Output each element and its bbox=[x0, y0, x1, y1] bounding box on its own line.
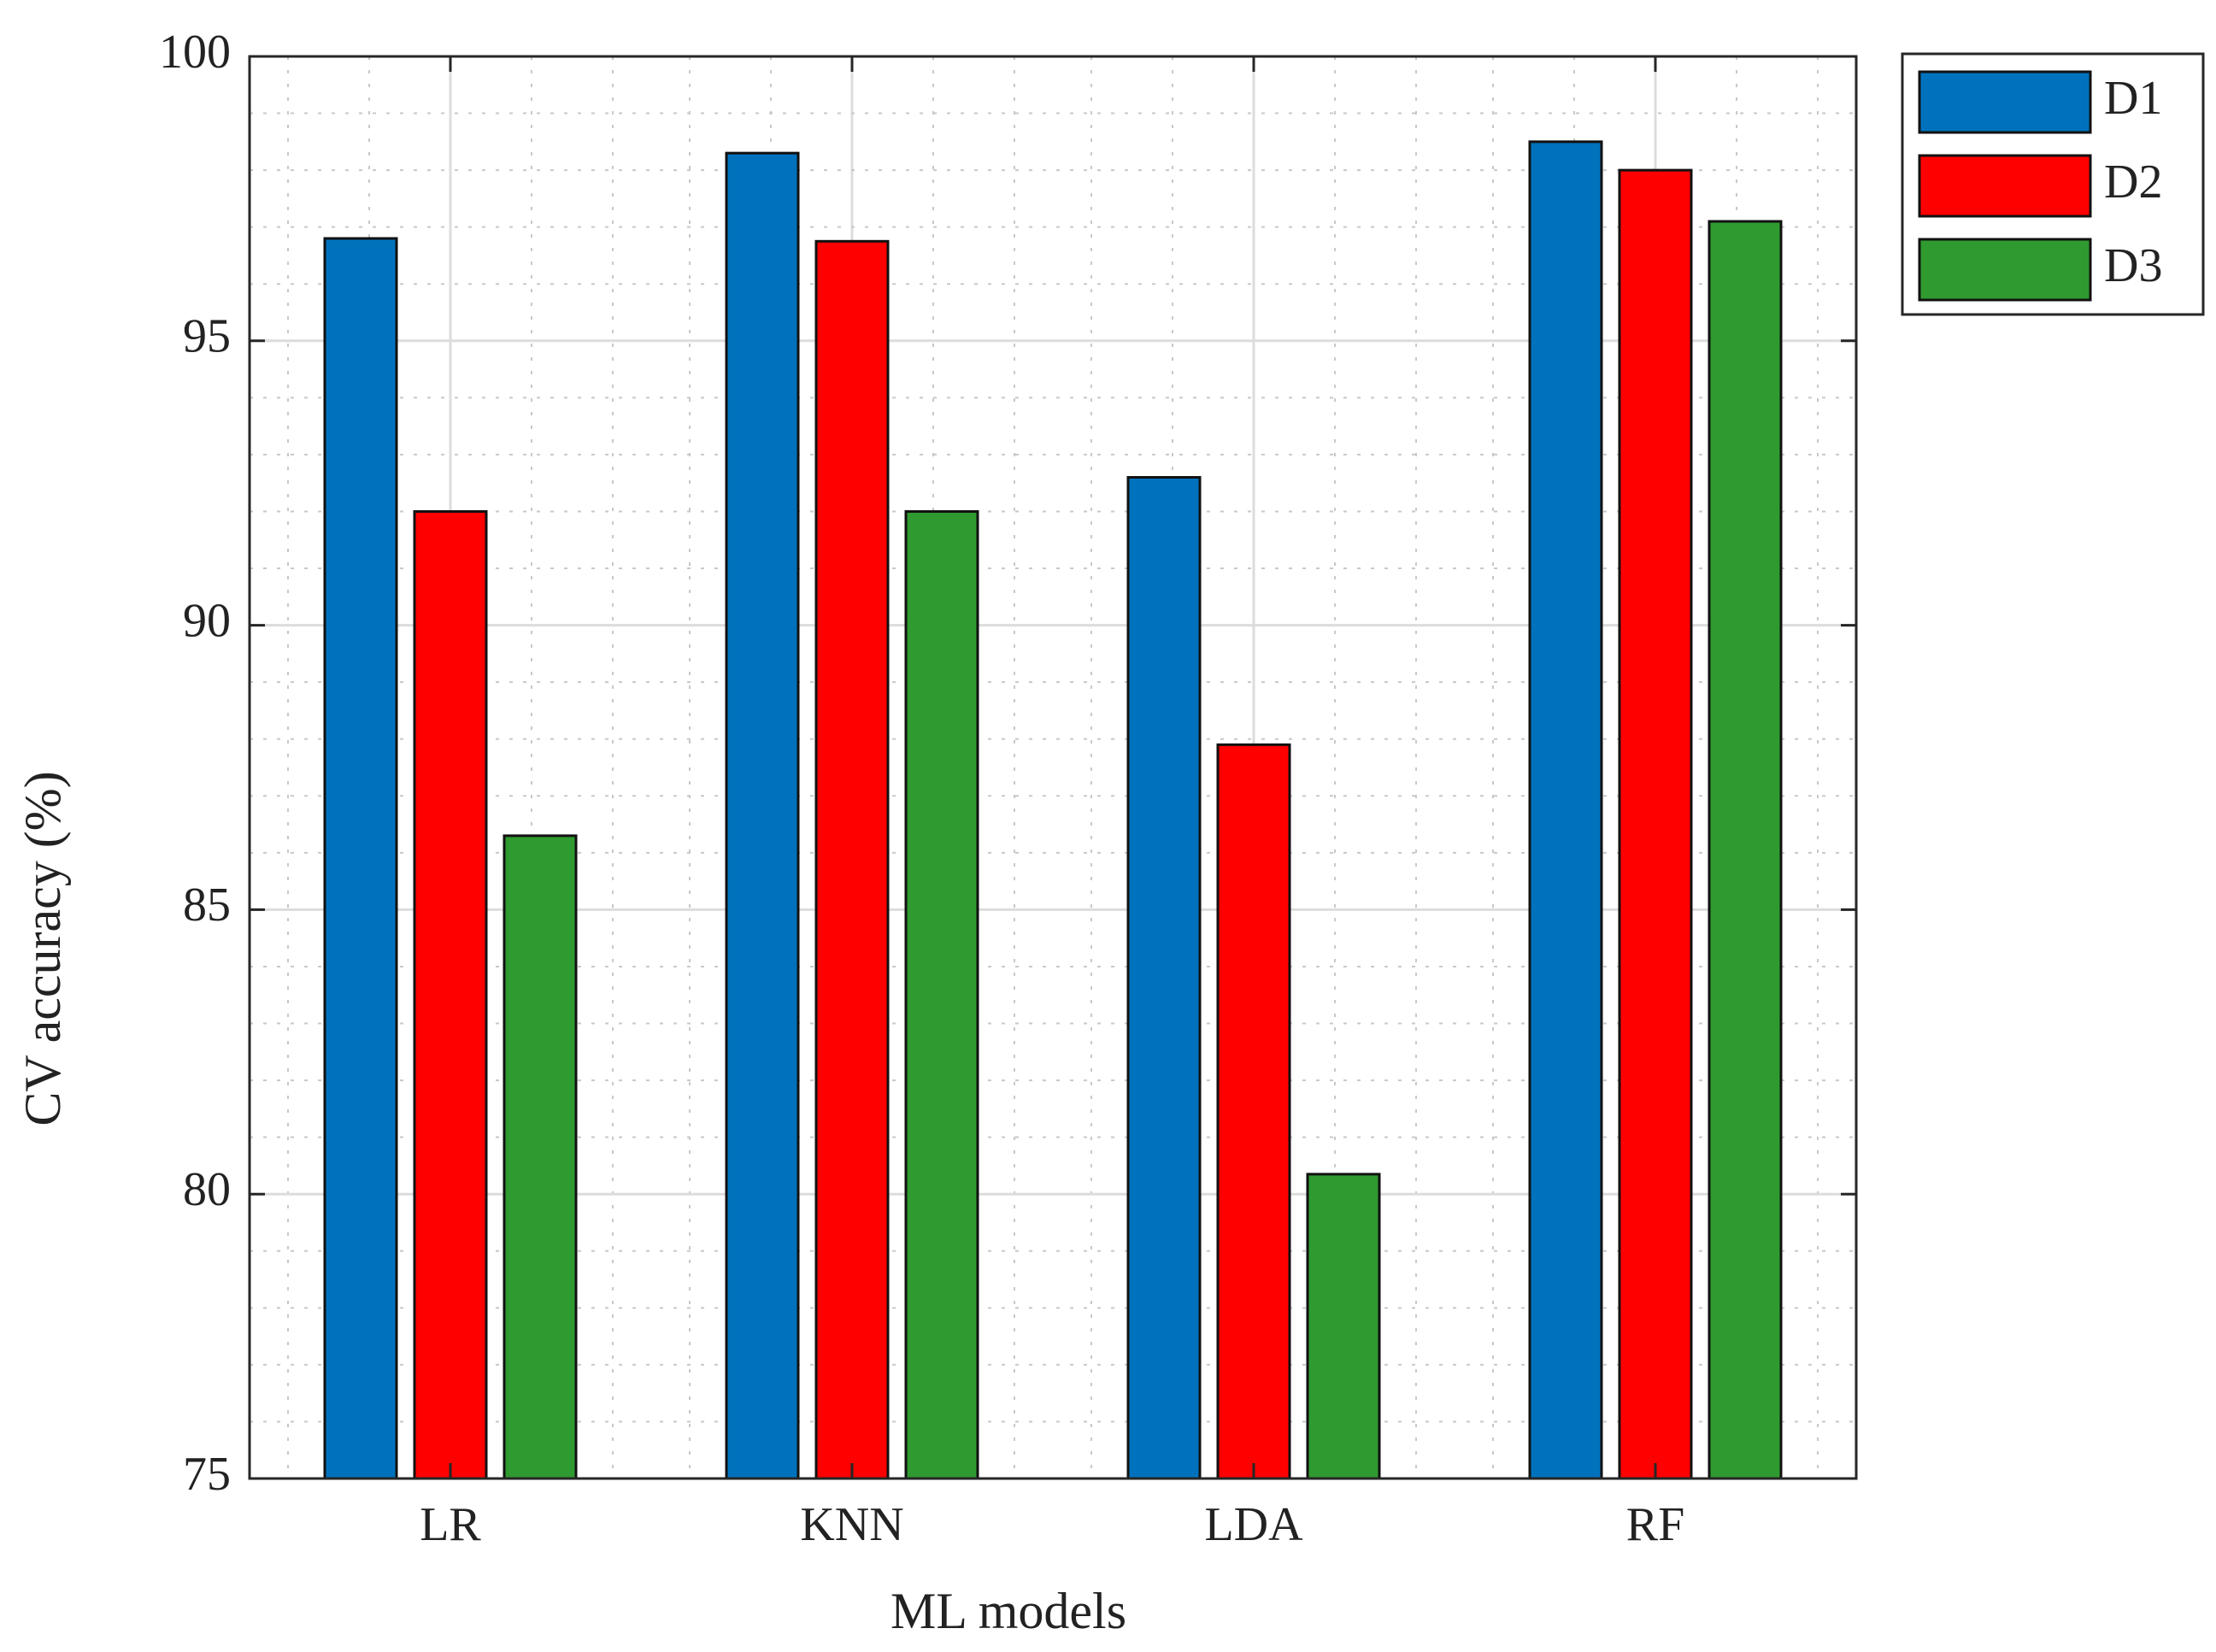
bar-d1-lda bbox=[1126, 476, 1202, 1480]
x-tick-label: LR bbox=[420, 1498, 481, 1551]
y-tick-label: 80 bbox=[183, 1163, 231, 1216]
y-tick-label: 95 bbox=[183, 310, 231, 363]
x-tick-label: KNN bbox=[800, 1498, 903, 1551]
x-axis-ticks: LR KNN LDA RF bbox=[420, 56, 1684, 1551]
bar-d2-lda bbox=[1216, 743, 1291, 1480]
bar-d3-lr bbox=[503, 834, 578, 1480]
bar-d3-rf bbox=[1708, 220, 1783, 1480]
bar-d1-rf bbox=[1528, 140, 1603, 1480]
bars-layer bbox=[323, 140, 1783, 1480]
legend-label-d2: D2 bbox=[2104, 156, 2162, 209]
y-tick-label: 85 bbox=[183, 879, 231, 932]
bar-d1-knn bbox=[725, 151, 800, 1480]
bar-d2-rf bbox=[1618, 168, 1693, 1480]
legend: D1 D2 D3 bbox=[1901, 52, 2205, 316]
bar-d3-lda bbox=[1306, 1173, 1381, 1480]
x-tick-label: RF bbox=[1626, 1498, 1685, 1551]
x-tick-label: LDA bbox=[1204, 1498, 1303, 1551]
y-tick-label: 100 bbox=[159, 26, 231, 79]
x-axis-title: ML models bbox=[891, 1583, 1126, 1639]
plot-frame bbox=[248, 55, 1858, 1480]
legend-label-d1: D1 bbox=[2104, 72, 2162, 125]
legend-swatch-d2 bbox=[1918, 154, 2092, 218]
y-tick-label: 75 bbox=[183, 1448, 231, 1501]
y-axis-ticks: 75 80 85 90 95 100 bbox=[159, 26, 1856, 1501]
legend-swatch-d3 bbox=[1918, 238, 2092, 302]
bar-d1-lr bbox=[323, 237, 398, 1480]
bar-d2-knn bbox=[814, 239, 890, 1480]
y-tick-label: 90 bbox=[183, 594, 231, 647]
bar-d2-lr bbox=[413, 509, 488, 1480]
legend-swatch-d1 bbox=[1918, 70, 2092, 134]
legend-label-d3: D3 bbox=[2104, 239, 2162, 292]
y-axis-title: CV accuracy (%) bbox=[15, 771, 71, 1126]
bar-d3-knn bbox=[904, 509, 979, 1480]
